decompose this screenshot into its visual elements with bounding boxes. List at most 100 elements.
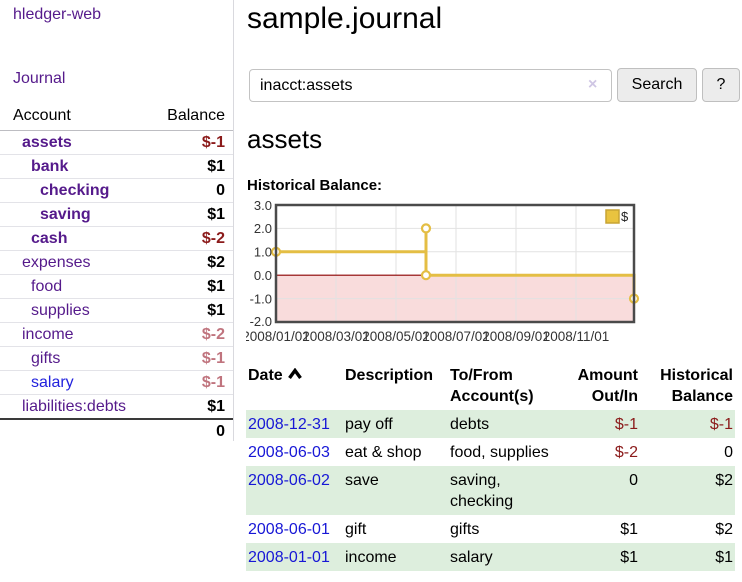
col-header-amount: Amount Out/In xyxy=(577,367,638,405)
account-balance: $-2 xyxy=(153,226,233,251)
account-link-supplies[interactable]: supplies xyxy=(31,302,90,319)
account-row: saving $1 xyxy=(0,202,233,227)
account-link-checking[interactable]: checking xyxy=(40,182,110,199)
account-heading: assets xyxy=(247,124,323,154)
col-header-description: Description xyxy=(345,367,434,384)
svg-text:2008/07/01: 2008/07/01 xyxy=(422,329,490,344)
account-balance: $-2 xyxy=(153,322,233,347)
transaction-accounts: food, supplies xyxy=(450,444,549,461)
sidebar-item-journal[interactable]: Journal xyxy=(13,70,66,87)
account-row: expenses $2 xyxy=(0,250,233,275)
legend-swatch-icon xyxy=(605,209,620,224)
account-row: assets $-1 xyxy=(0,131,233,155)
svg-text:2.0: 2.0 xyxy=(254,221,272,236)
transaction-balance: $2 xyxy=(715,521,733,538)
chart-gridlines xyxy=(277,206,633,321)
register-header-row: Date Description To/From Account(s) Amoun… xyxy=(246,359,735,410)
transaction-date-link[interactable]: 2008-06-03 xyxy=(248,444,330,461)
accounts-total-value: 0 xyxy=(153,418,233,443)
col-header-balance: Historical Balance xyxy=(660,367,733,405)
account-link-bank[interactable]: bank xyxy=(31,158,69,175)
col-header-accounts: To/From Account(s) xyxy=(450,367,534,405)
account-row: checking 0 xyxy=(0,178,233,203)
transaction-amount: 0 xyxy=(629,472,638,489)
transaction-amount: $-1 xyxy=(614,416,638,433)
historical-balance-chart[interactable]: $ 3.0 2.0 1.0 0.0 -1.0 -2.0 2008/01/01 2… xyxy=(246,200,742,352)
accounts-table: Account Balance assets $-1 bank $1 checkin… xyxy=(0,104,233,443)
transaction-description: income xyxy=(345,549,397,566)
transaction-date-link[interactable]: 2008-06-02 xyxy=(248,472,330,489)
account-row: salary $-1 xyxy=(0,370,233,395)
account-row: income $-2 xyxy=(0,322,233,347)
transaction-row: 2008-01-01 income salary $1 $1 xyxy=(246,543,735,571)
transaction-description: save xyxy=(345,472,379,489)
transaction-row: 2008-06-01 gift gifts $1 $2 xyxy=(246,515,735,543)
account-link-expenses[interactable]: expenses xyxy=(22,254,91,271)
account-balance: $-1 xyxy=(201,134,225,151)
account-link-cash[interactable]: cash xyxy=(31,230,68,247)
svg-text:1.0: 1.0 xyxy=(254,245,272,260)
account-balance: $1 xyxy=(153,394,233,419)
transaction-accounts: debts xyxy=(450,416,490,433)
sidebar-divider xyxy=(233,0,234,441)
account-link-income[interactable]: income xyxy=(22,326,74,343)
transaction-description: eat & shop xyxy=(345,444,422,461)
account-link-food[interactable]: food xyxy=(31,278,63,295)
y-axis-ticks: 3.0 2.0 1.0 0.0 -1.0 -2.0 xyxy=(250,200,272,329)
svg-text:-1.0: -1.0 xyxy=(250,292,272,307)
account-link-liabilities-debts[interactable]: liabilities:debts xyxy=(22,398,127,415)
account-balance: $1 xyxy=(153,154,233,179)
svg-text:2008/11/01: 2008/11/01 xyxy=(543,329,610,344)
brand-link[interactable]: hledger-web xyxy=(13,6,102,23)
col-header-date-label: Date xyxy=(248,367,283,384)
transaction-amount: $1 xyxy=(620,549,638,566)
search-input[interactable] xyxy=(249,69,612,102)
account-link-salary[interactable]: salary xyxy=(31,374,74,391)
transaction-balance: $1 xyxy=(715,549,733,566)
account-row: bank $1 xyxy=(0,154,233,179)
account-row: food $1 xyxy=(0,274,233,299)
account-row: gifts $-1 xyxy=(0,346,233,371)
transaction-row: 2008-12-31 pay off debts $-1 $-1 xyxy=(246,410,735,438)
legend-label: $ xyxy=(621,209,629,224)
transaction-balance: $2 xyxy=(715,472,733,489)
clear-search-icon[interactable]: × xyxy=(588,76,598,93)
transaction-description: pay off xyxy=(345,416,393,433)
svg-text:2008/01/01: 2008/01/01 xyxy=(246,329,310,344)
svg-text:3.0: 3.0 xyxy=(254,200,272,213)
transaction-balance: $-1 xyxy=(709,416,733,433)
account-link-gifts[interactable]: gifts xyxy=(31,350,61,367)
chart-border xyxy=(274,203,636,324)
search-button[interactable]: Search xyxy=(617,68,697,102)
svg-text:0.0: 0.0 xyxy=(254,268,272,283)
account-balance: 0 xyxy=(153,178,233,203)
chart-title: Historical Balance: xyxy=(247,177,383,194)
transaction-accounts: gifts xyxy=(450,521,480,538)
help-button[interactable]: ? xyxy=(702,68,740,102)
transaction-date-link[interactable]: 2008-06-01 xyxy=(248,521,330,538)
svg-text:2008/05/01: 2008/05/01 xyxy=(362,329,430,344)
transaction-accounts: saving, checking xyxy=(450,472,514,510)
account-balance: $1 xyxy=(153,298,233,323)
transaction-description: gift xyxy=(345,521,367,538)
svg-text:2008/03/01: 2008/03/01 xyxy=(302,329,370,344)
sort-ascending-icon[interactable] xyxy=(287,368,302,379)
account-link-assets[interactable]: assets xyxy=(22,134,72,151)
transaction-row: 2008-06-02 save saving, checking 0 $2 xyxy=(246,466,735,515)
account-balance: $2 xyxy=(153,250,233,275)
accounts-total-row: 0 xyxy=(0,418,233,443)
svg-text:-2.0: -2.0 xyxy=(250,314,272,329)
transaction-date-link[interactable]: 2008-01-01 xyxy=(248,549,330,566)
account-balance: $-1 xyxy=(153,370,233,395)
col-header-date[interactable]: Date xyxy=(246,359,343,410)
account-link-saving[interactable]: saving xyxy=(40,206,91,223)
transaction-amount: $-2 xyxy=(614,444,638,461)
account-balance: $-1 xyxy=(153,346,233,371)
chart-legend: $ xyxy=(605,209,629,224)
register-table: Date Description To/From Account(s) Amoun… xyxy=(246,359,735,571)
svg-text:2008/09/01: 2008/09/01 xyxy=(482,329,550,344)
transaction-date-link[interactable]: 2008-12-31 xyxy=(248,416,330,433)
account-row: liabilities:debts $1 xyxy=(0,394,233,419)
transaction-row: 2008-06-03 eat & shop food, supplies $-2… xyxy=(246,438,735,466)
